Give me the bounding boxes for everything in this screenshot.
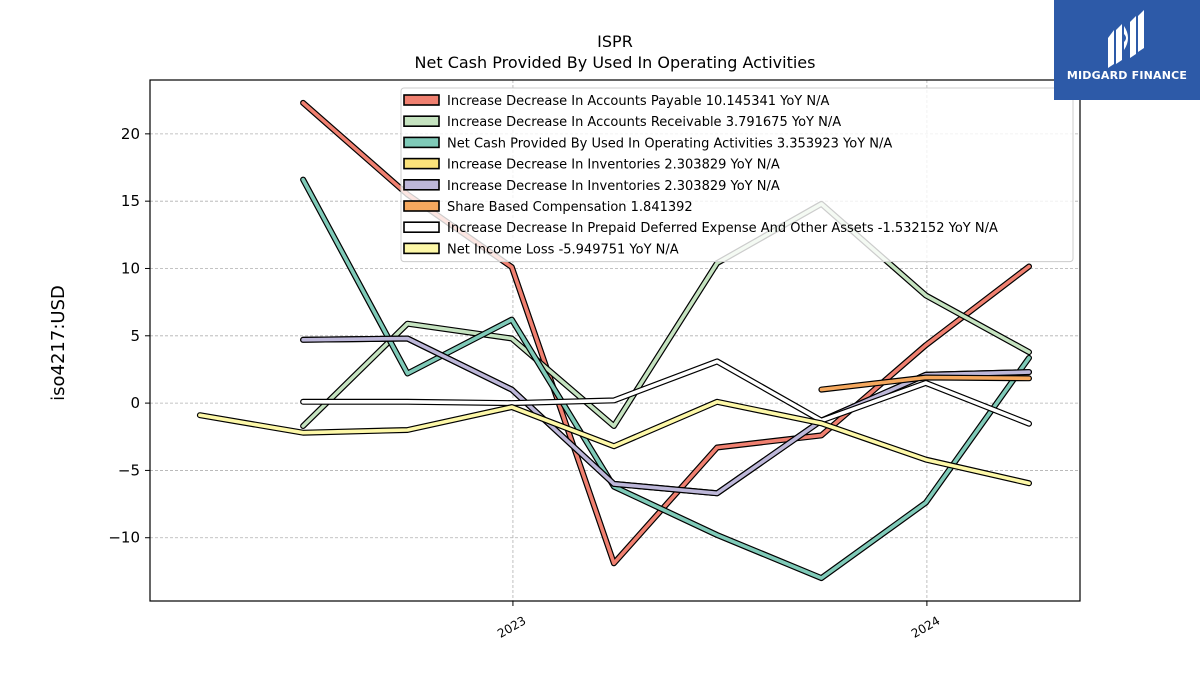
legend-swatch bbox=[403, 179, 440, 191]
legend-label: Increase Decrease In Inventories 2.30382… bbox=[447, 179, 780, 194]
y-tick-label: 0 bbox=[130, 394, 140, 412]
series-line-outline bbox=[196, 398, 1032, 487]
legend-swatch bbox=[403, 115, 440, 127]
series-lines bbox=[196, 99, 1032, 582]
legend-swatch bbox=[403, 221, 440, 233]
legend-swatch bbox=[403, 157, 440, 170]
legend: Increase Decrease In Accounts Payable 10… bbox=[400, 87, 1074, 263]
legend-label: Increase Decrease In Accounts Payable 10… bbox=[447, 94, 829, 109]
series-7 bbox=[300, 358, 1032, 427]
legend-label: Increase Decrease In Inventories 2.30382… bbox=[447, 158, 780, 173]
legend-label: Share Based Compensation 1.841392 bbox=[447, 200, 693, 215]
y-tick-label: 15 bbox=[121, 192, 140, 210]
axes-frame bbox=[149, 79, 1081, 602]
series-6 bbox=[818, 374, 1032, 393]
legend-label: Net Income Loss -5.949751 YoY N/A bbox=[447, 242, 679, 257]
series-line bbox=[819, 375, 1031, 392]
legend-swatch bbox=[403, 94, 440, 106]
midgard-finance-logo: MIDGARD FINANCE bbox=[1054, 0, 1200, 100]
y-tick-label: 20 bbox=[121, 125, 140, 143]
legend-label: Increase Decrease In Accounts Receivable… bbox=[447, 115, 841, 130]
chart-title: ISPR bbox=[597, 32, 633, 51]
midgard-logo-icon bbox=[1108, 10, 1144, 68]
y-tick-label: −5 bbox=[118, 461, 140, 479]
legend-swatch bbox=[403, 242, 440, 255]
logo-text: MIDGARD FINANCE bbox=[1066, 69, 1188, 82]
legend-label: Net Cash Provided By Used In Operating A… bbox=[447, 136, 892, 151]
legend-label: Increase Decrease In Prepaid Deferred Ex… bbox=[447, 221, 998, 236]
series-line bbox=[301, 359, 1031, 426]
y-tick-label: 10 bbox=[121, 259, 140, 277]
series-3 bbox=[300, 176, 1032, 582]
series-line bbox=[301, 202, 1031, 428]
legend-box bbox=[400, 87, 1074, 263]
y-tick-label: 5 bbox=[130, 327, 140, 345]
x-tick-label: 2023 bbox=[495, 613, 528, 640]
series-line bbox=[198, 399, 1031, 486]
series-line bbox=[301, 177, 1031, 580]
series-2 bbox=[300, 200, 1032, 429]
legend-swatch bbox=[403, 136, 440, 149]
series-8 bbox=[196, 398, 1032, 487]
chart-subtitle: Net Cash Provided By Used In Operating A… bbox=[415, 53, 816, 72]
x-tick-label: 2024 bbox=[909, 613, 942, 640]
legend-swatch bbox=[403, 200, 440, 212]
y-axis-label: iso4217:USD bbox=[48, 285, 69, 401]
y-tick-label: −10 bbox=[108, 529, 140, 547]
